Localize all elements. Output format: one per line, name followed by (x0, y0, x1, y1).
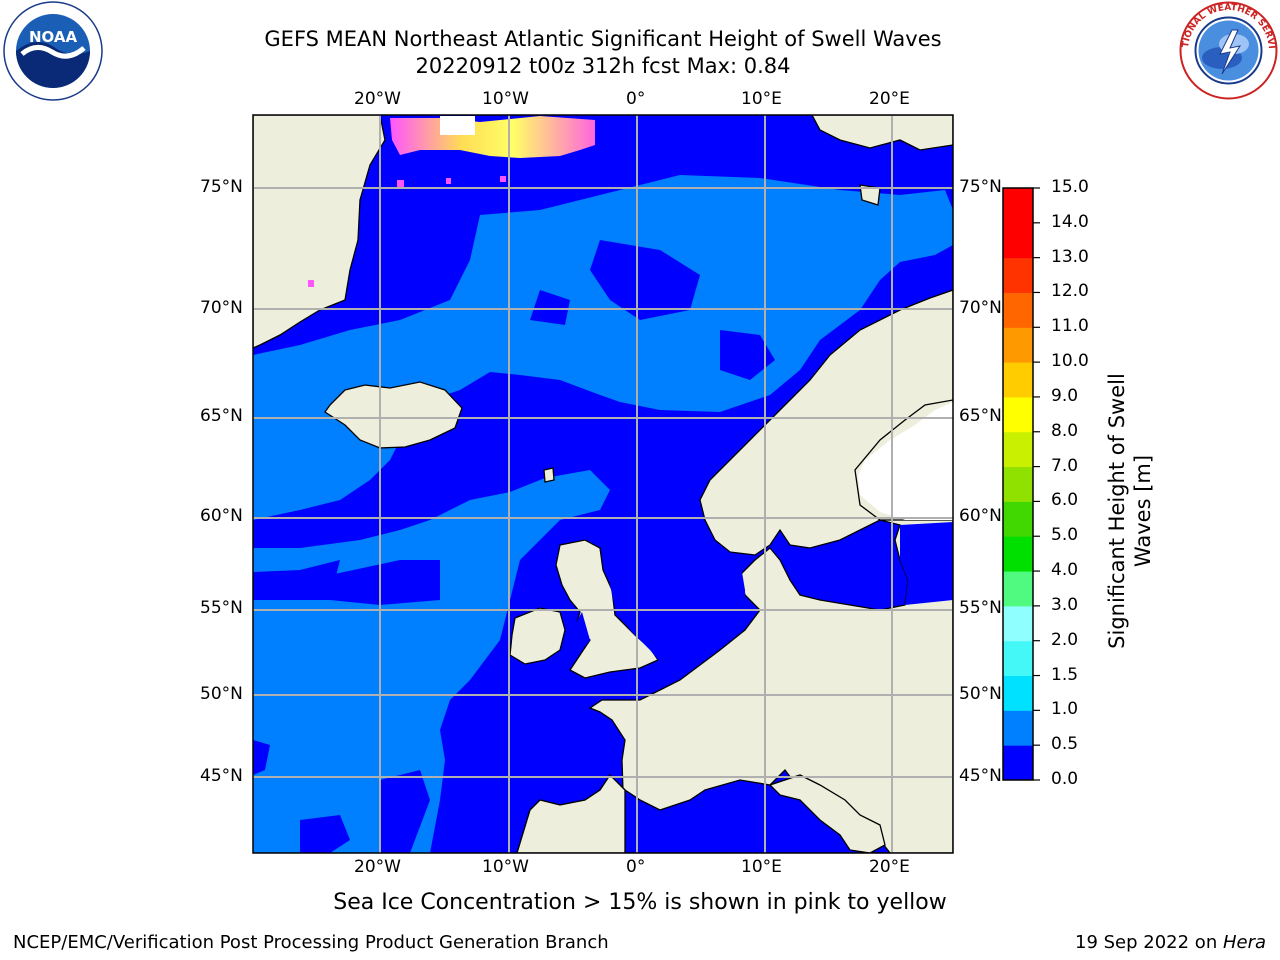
colorbar-segment (1003, 292, 1033, 328)
lat-label-right: 75°N (959, 177, 1002, 197)
lat-label-right: 45°N (959, 766, 1002, 786)
footer-date-text: 19 Sep 2022 on (1075, 932, 1223, 953)
colorbar-label: Significant Height of Swell Waves [m] (1105, 373, 1155, 649)
nws-logo-icon: NATIONAL WEATHER SERVICE (1178, 0, 1278, 100)
colorbar-segment (1003, 431, 1033, 468)
lon-label-bottom: 20°W (354, 857, 401, 877)
colorbar (1003, 188, 1033, 781)
colorbar-segment (1003, 396, 1033, 433)
colorbar-tick-label: 3.0 (1051, 594, 1079, 615)
lon-label-top: 20°W (354, 89, 401, 109)
colorbar-tick-label: 2.0 (1051, 629, 1079, 650)
colorbar-segment (1003, 640, 1033, 677)
footer-credit: NCEP/EMC/Verification Post Processing Pr… (13, 932, 609, 953)
colorbar-tick-label: 13.0 (1051, 246, 1089, 267)
lon-label-top: 10°E (741, 89, 782, 109)
lon-label-bottom: 10°W (482, 857, 529, 877)
colorbar-segment (1003, 222, 1033, 259)
noaa-logo-icon: NOAA (3, 1, 103, 101)
mediterranean-sea (730, 790, 860, 853)
no-data-region (858, 402, 953, 520)
north-sea (605, 530, 745, 668)
colorbar-tick-label: 6.0 (1051, 490, 1079, 511)
lat-label-left: 65°N (200, 406, 243, 426)
lat-label-left: 55°N (200, 598, 243, 618)
colorbar-segment (1003, 327, 1033, 363)
lat-label-left: 70°N (200, 298, 243, 318)
map-gridlines (253, 115, 953, 853)
colorbar-tick-label: 9.0 (1051, 385, 1079, 406)
colorbar-segment (1003, 571, 1033, 607)
land-masses (253, 115, 953, 853)
lat-label-left: 60°N (200, 506, 243, 526)
lat-label-right: 50°N (959, 684, 1002, 704)
colorbar-segment (1003, 188, 1033, 224)
colorbar-tick-label: 11.0 (1051, 316, 1089, 337)
lat-label-left: 45°N (200, 766, 243, 786)
lon-label-top: 0° (626, 89, 646, 109)
lon-label-top: 10°W (482, 89, 529, 109)
colorbar-tick-label: 0.0 (1051, 769, 1079, 789)
colorbar-tick-label: 0.5 (1051, 734, 1079, 755)
colorbar-frame (1002, 187, 1034, 781)
map-subtitle: 20220912 t00z 312h fcst Max: 0.84 (415, 54, 791, 78)
lat-label-right: 65°N (959, 406, 1002, 426)
lon-label-bottom: 20°E (869, 857, 910, 877)
colorbar-segment (1003, 710, 1033, 746)
colorbar-ticks (1033, 187, 1040, 781)
colorbar-segment (1003, 536, 1033, 572)
sea-ice-note: Sea Ice Concentration > 15% is shown in … (333, 890, 947, 915)
lat-label-left: 75°N (200, 177, 243, 197)
colorbar-segment (1003, 605, 1033, 642)
lon-label-bottom: 0° (626, 857, 646, 877)
colorbar-tick-label: 4.0 (1051, 560, 1079, 581)
baltic-sea (900, 522, 953, 605)
swell-low-patches (530, 240, 775, 380)
lat-label-right: 60°N (959, 506, 1002, 526)
lon-label-bottom: 10°E (741, 857, 782, 877)
footer-date: 19 Sep 2022 on Hera (1075, 932, 1266, 953)
lat-label-right: 70°N (959, 298, 1002, 318)
irish-sea (573, 612, 590, 655)
colorbar-segment (1003, 745, 1033, 781)
footer-machine: Hera (1222, 932, 1266, 953)
map-plot-area (253, 115, 953, 853)
colorbar-segment (1003, 466, 1033, 502)
colorbar-tick-label: 1.0 (1051, 699, 1079, 720)
colorbar-tick-label: 5.0 (1051, 525, 1079, 546)
lat-label-right: 55°N (959, 598, 1002, 618)
lon-label-top: 20°E (869, 89, 910, 109)
colorbar-tick-label: 12.0 (1051, 281, 1089, 302)
colorbar-segment (1003, 257, 1033, 293)
map-title: GEFS MEAN Northeast Atlantic Significant… (264, 27, 942, 51)
colorbar-segment (1003, 501, 1033, 537)
colorbar-tick-label: 7.0 (1051, 455, 1079, 476)
colorbar-segment (1003, 675, 1033, 711)
colorbar-tick-label: 10.0 (1051, 351, 1089, 372)
colorbar-tick-label: 8.0 (1051, 420, 1079, 441)
swell-0.5-1.0-region (253, 175, 953, 853)
colorbar-segment (1003, 362, 1033, 398)
colorbar-tick-label: 1.5 (1051, 664, 1079, 685)
map-frame (252, 114, 954, 854)
sea-ice-region (308, 116, 595, 287)
svg-text:NOAA: NOAA (29, 28, 78, 46)
colorbar-tick-label: 15.0 (1051, 177, 1089, 197)
lat-label-left: 50°N (200, 684, 243, 704)
colorbar-tick-label: 14.0 (1051, 211, 1089, 232)
